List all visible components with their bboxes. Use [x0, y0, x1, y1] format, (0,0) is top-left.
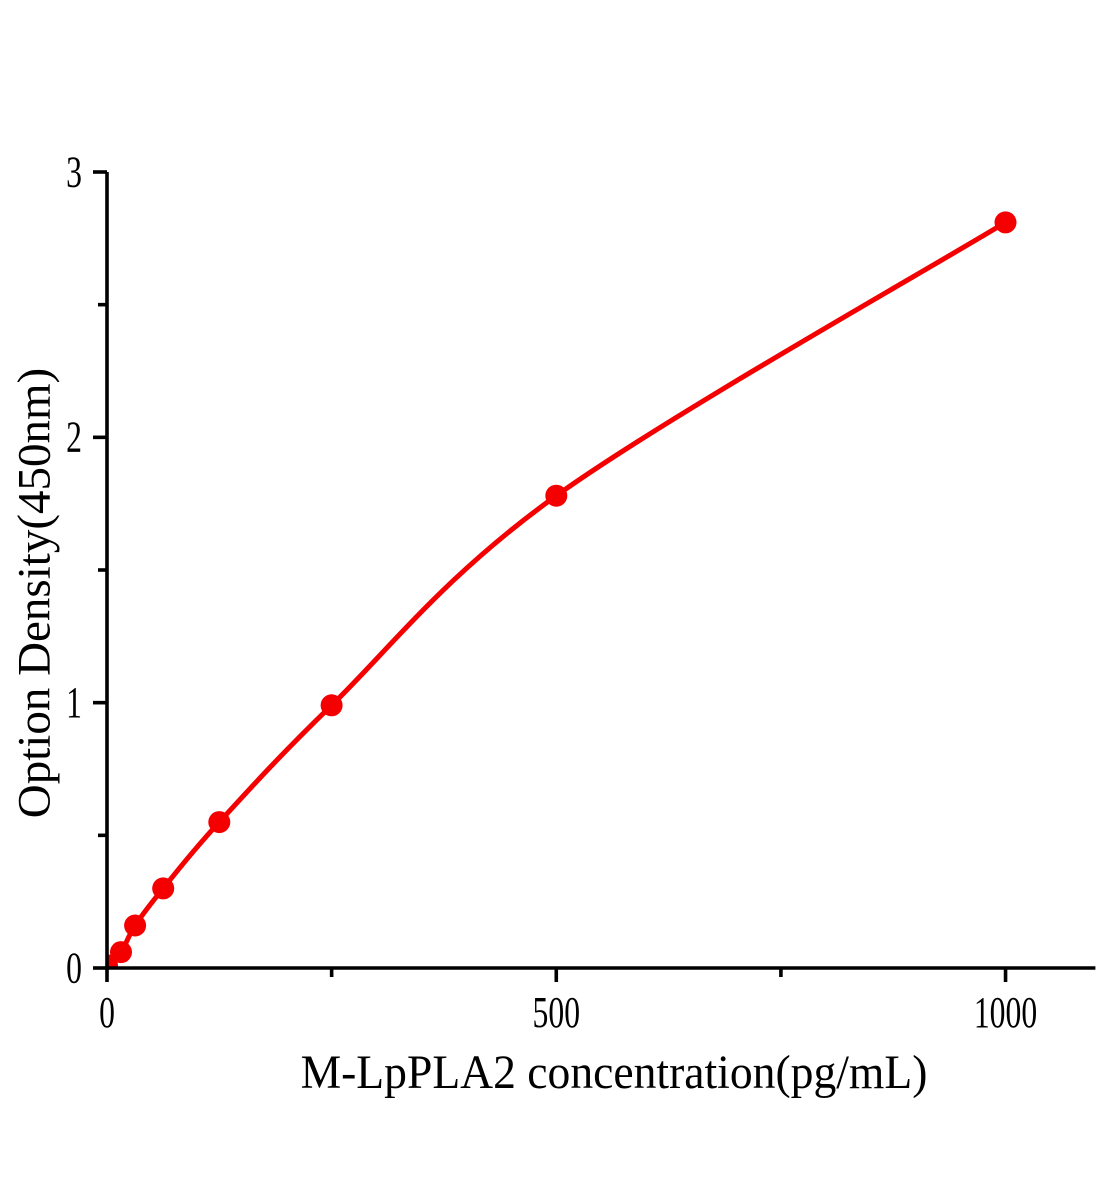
data-point-marker	[107, 954, 118, 968]
data-point-marker	[320, 694, 343, 717]
standard-curve-line	[107, 220, 1007, 968]
data-point-marker	[124, 914, 147, 937]
y-tick-label: 2	[66, 414, 82, 462]
y-axis-title: Option Density(450nm)	[8, 367, 61, 819]
x-tick-label: 0	[99, 989, 115, 1037]
data-point-marker	[208, 811, 231, 834]
x-tick-label: 500	[533, 989, 581, 1037]
y-tick-label: 3	[66, 149, 82, 197]
y-tick-label: 1	[66, 679, 82, 727]
y-tick-label: 0	[66, 945, 82, 993]
x-axis-title: M-LpPLA2 concentration(pg/mL)	[300, 1046, 928, 1099]
data-point-marker	[545, 484, 568, 507]
x-tick-label: 1000	[974, 989, 1037, 1037]
data-point-marker	[152, 877, 175, 900]
data-point-marker	[994, 211, 1017, 234]
data-point-marker	[110, 941, 132, 964]
